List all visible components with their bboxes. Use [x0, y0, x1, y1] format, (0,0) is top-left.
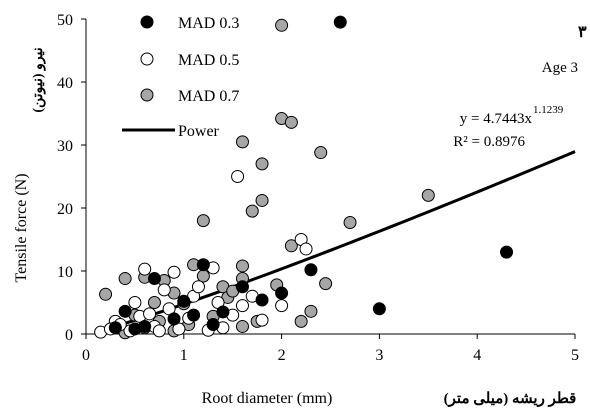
- x-tick-label: 4: [473, 347, 481, 364]
- legend-marker-mad-0-7: [140, 88, 154, 102]
- data-point-mad-0-7: [343, 215, 357, 229]
- data-point-mad-0-7: [235, 319, 249, 333]
- data-point-mad-0-5: [255, 313, 269, 327]
- data-point-mad-0-3: [187, 308, 201, 322]
- data-point-mad-0-3: [147, 272, 161, 286]
- regression-exponent: 1.1239: [533, 104, 564, 116]
- legend-label-mad-0-3: MAD 0.3: [178, 15, 239, 32]
- power-fit-line: [105, 150, 576, 331]
- y-tick-label: 30: [57, 138, 73, 155]
- data-point-mad-0-5: [138, 262, 152, 276]
- data-point-mad-0-3: [128, 322, 142, 336]
- data-point-mad-0-3: [196, 258, 210, 272]
- data-point-mad-0-5: [235, 299, 249, 313]
- data-point-mad-0-3: [275, 286, 289, 300]
- legend-marker-mad-0-3: [140, 15, 154, 29]
- data-point-mad-0-7: [284, 115, 298, 129]
- legend-label-power: Power: [178, 123, 220, 140]
- power-fit-layer: [105, 150, 576, 331]
- data-point-mad-0-7: [275, 18, 289, 32]
- legend-marker-mad-0-5: [140, 52, 154, 66]
- data-point-mad-0-3: [108, 321, 122, 335]
- legend-label-mad-0-5: MAD 0.5: [178, 52, 239, 69]
- data-point-mad-0-5: [128, 296, 142, 309]
- data-point-mad-0-7: [255, 157, 269, 171]
- data-point-mad-0-3: [118, 304, 132, 318]
- legend: MAD 0.3 MAD 0.5 MAD 0.7 Power: [122, 15, 239, 140]
- age-label: Age 3: [542, 60, 578, 76]
- x-tick-label: 0: [82, 347, 90, 364]
- x-tick-label: 3: [375, 347, 383, 364]
- data-point-mad-0-7: [294, 314, 308, 328]
- data-points-layer: [94, 15, 514, 340]
- y-tick-label: 40: [57, 75, 73, 92]
- y-tick-label: 10: [57, 264, 73, 281]
- data-point-mad-0-5: [231, 170, 245, 183]
- data-point-mad-0-7: [255, 193, 269, 207]
- data-point-mad-0-7: [314, 146, 328, 160]
- data-point-mad-0-5: [157, 283, 171, 297]
- data-point-mad-0-7: [147, 296, 161, 309]
- data-point-mad-0-5: [299, 242, 313, 256]
- data-point-mad-0-7: [235, 259, 249, 273]
- age-label-alt: سن ۳: [578, 24, 590, 42]
- data-point-mad-0-7: [319, 277, 333, 291]
- data-point-mad-0-7: [284, 239, 298, 253]
- x-tick-label: 1: [180, 347, 188, 364]
- data-point-mad-0-3: [255, 293, 269, 307]
- data-point-mad-0-3: [372, 302, 386, 316]
- x-tick-label: 2: [278, 347, 286, 364]
- data-point-mad-0-5: [275, 299, 289, 313]
- data-point-mad-0-7: [304, 304, 318, 318]
- data-point-mad-0-5: [143, 307, 157, 321]
- x-axis-label-alt: قطر ریشه (میلی متر): [444, 391, 577, 407]
- x-tick-label: 5: [571, 347, 579, 364]
- data-point-mad-0-7: [99, 287, 113, 301]
- y-tick-label: 20: [57, 201, 73, 218]
- y-axis-label-alt: نیرو (نیوتن): [31, 47, 46, 112]
- regression-equation: y = 4.7443x: [460, 111, 533, 127]
- data-point-mad-0-5: [167, 265, 181, 279]
- data-point-mad-0-7: [118, 272, 132, 286]
- legend-label-mad-0-7: MAD 0.7: [178, 88, 239, 105]
- data-point-mad-0-7: [421, 188, 435, 202]
- data-point-mad-0-3: [206, 318, 220, 332]
- data-point-mad-0-7: [235, 135, 249, 149]
- y-tick-label: 50: [57, 12, 73, 29]
- data-point-mad-0-3: [167, 312, 181, 326]
- data-point-mad-0-3: [216, 305, 230, 319]
- y-tick-label: 0: [65, 327, 73, 344]
- data-point-mad-0-3: [304, 263, 318, 277]
- data-point-mad-0-5: [191, 280, 205, 294]
- data-point-mad-0-7: [196, 214, 210, 228]
- x-axis-label: Root diameter (mm): [202, 390, 333, 407]
- data-point-mad-0-5: [152, 324, 166, 338]
- data-point-mad-0-3: [235, 280, 249, 294]
- r-squared: R² = 0.8976: [453, 134, 525, 150]
- data-point-mad-0-7: [196, 269, 210, 283]
- y-axis-label: Tensile force (N): [13, 173, 30, 282]
- data-point-mad-0-3: [500, 245, 514, 259]
- data-point-mad-0-3: [177, 294, 191, 308]
- data-point-mad-0-3: [333, 15, 347, 29]
- data-point-mad-0-7: [245, 204, 259, 218]
